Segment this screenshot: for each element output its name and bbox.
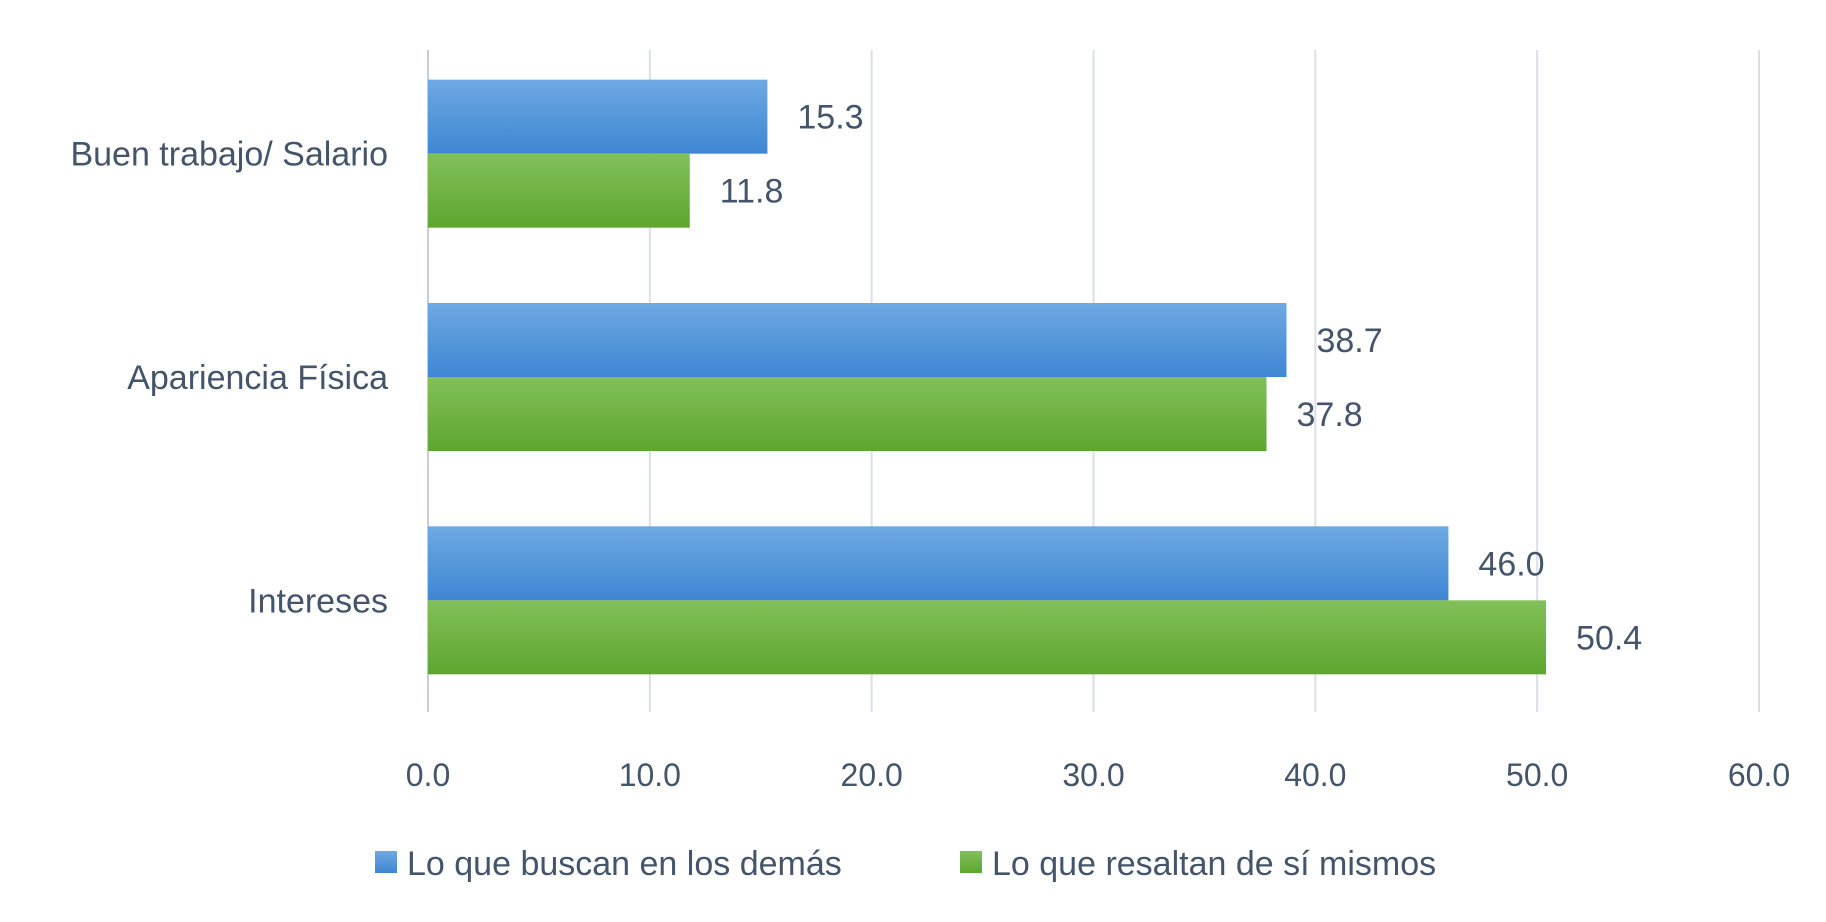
data-label: 11.8 <box>720 173 784 211</box>
x-tick-label: 40.0 <box>1284 757 1346 793</box>
x-tick-label: 20.0 <box>841 757 903 793</box>
bar <box>428 600 1547 675</box>
legend-label: Lo que buscan en los demás <box>407 845 842 883</box>
data-label: 38.7 <box>1316 322 1382 360</box>
x-tick-label: 30.0 <box>1062 757 1124 793</box>
x-tick-label: 0.0 <box>406 757 450 793</box>
category-label: Intereses <box>248 582 388 620</box>
x-tick-label: 60.0 <box>1728 757 1790 793</box>
x-tick-label: 50.0 <box>1506 757 1568 793</box>
bar <box>428 79 768 154</box>
bar <box>428 377 1267 451</box>
category-label: Buen trabajo/ Salario <box>70 136 388 174</box>
bar <box>428 526 1449 601</box>
value-labels: 15.3 11.8 38.7 37.8 46.0 50.4 <box>720 99 1642 658</box>
bar <box>428 153 690 228</box>
category-labels: Buen trabajo/ Salario Apariencia Física In… <box>70 136 388 621</box>
bars <box>428 79 1547 675</box>
data-label: 46.0 <box>1478 545 1544 583</box>
legend: Lo que buscan en los demás Lo que resalta… <box>375 845 1436 883</box>
x-tick-label: 10.0 <box>619 757 681 793</box>
legend-label: Lo que resaltan de sí mismos <box>992 845 1436 883</box>
bar <box>428 303 1287 377</box>
data-label: 37.8 <box>1297 396 1363 434</box>
data-label: 15.3 <box>797 99 863 137</box>
x-axis-tick-labels: 0.0 10.0 20.0 30.0 40.0 50.0 60.0 <box>406 757 1790 793</box>
legend-swatch <box>375 851 397 873</box>
legend-swatch <box>960 851 982 873</box>
data-label: 50.4 <box>1576 619 1642 657</box>
category-label: Apariencia Física <box>127 359 388 397</box>
